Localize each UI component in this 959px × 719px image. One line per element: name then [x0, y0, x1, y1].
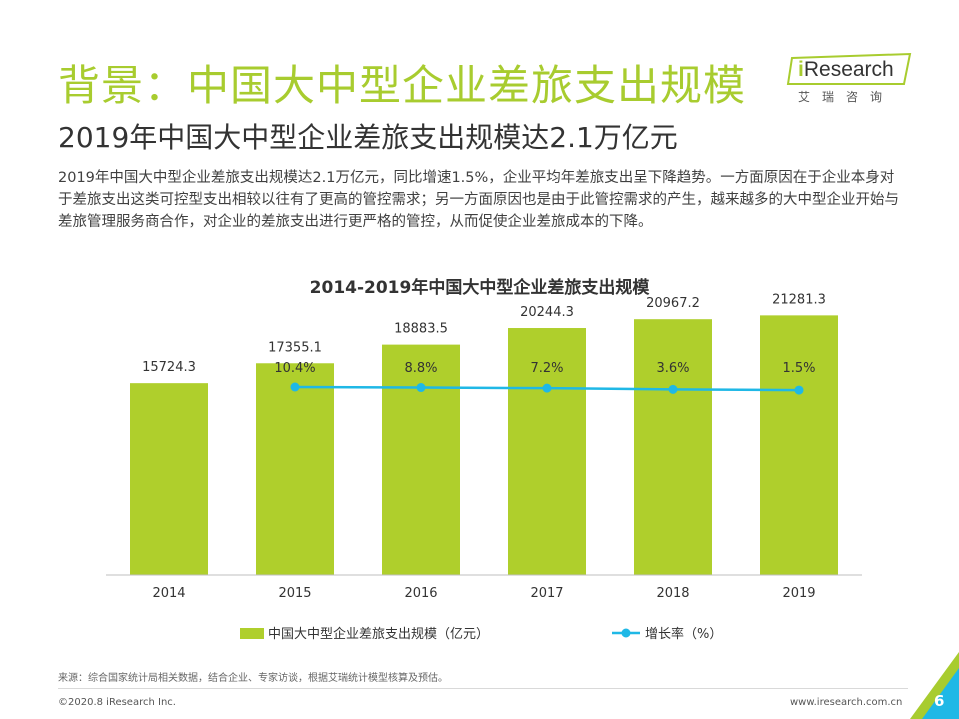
x-tick-label-2016: 2016: [404, 586, 437, 601]
description-text: 2019年中国大中型企业差旅支出规模达2.1万亿元，同比增速1.5%，企业平均年…: [58, 170, 899, 230]
growth-point-2019: [794, 385, 804, 395]
bar-2018: [634, 319, 712, 575]
legend-line-marker: [621, 628, 631, 638]
bar-2014: [130, 383, 208, 575]
bar-label-2018: 20967.2: [646, 296, 700, 311]
bar-2017: [508, 328, 586, 575]
x-tick-label-2014: 2014: [152, 586, 185, 601]
x-tick-label-2019: 2019: [782, 586, 815, 601]
legend-bar-label: 中国大中型企业差旅支出规模（亿元）: [268, 626, 489, 642]
bar-label-2014: 15724.3: [142, 360, 196, 375]
bar-label-2017: 20244.3: [520, 305, 574, 320]
website-url: www.iresearch.com.cn: [790, 697, 903, 708]
growth-label-2016: 8.8%: [404, 361, 437, 376]
bar-label-2015: 17355.1: [268, 340, 322, 355]
copyright: ©2020.8 iResearch Inc.: [58, 697, 176, 708]
bar-2016: [382, 344, 460, 575]
chart-title: 2014-2019年中国大中型企业差旅支出规模: [309, 278, 650, 298]
logo-name: Research: [803, 58, 894, 81]
logo-cn: 艾瑞咨询: [798, 90, 895, 104]
bar-2015: [256, 363, 334, 575]
footer-divider: [58, 688, 908, 689]
page-subtitle: 2019年中国大中型企业差旅支出规模达2.1万亿元: [58, 121, 678, 154]
growth-label-2017: 7.2%: [530, 361, 563, 376]
logo-frame-icon: [786, 52, 912, 85]
bar-label-2016: 18883.5: [394, 322, 448, 337]
growth-point-2015: [290, 382, 300, 392]
page-number: 6: [934, 692, 945, 710]
growth-label-2015: 10.4%: [274, 361, 315, 376]
x-tick-label-2015: 2015: [278, 586, 311, 601]
x-tick-label-2018: 2018: [656, 586, 689, 601]
growth-label-2018: 3.6%: [656, 361, 689, 376]
iresearch-logo: iResearch 艾瑞咨询: [786, 50, 916, 112]
growth-point-2017: [542, 383, 552, 393]
bar-2019: [760, 315, 838, 575]
growth-point-2016: [416, 383, 426, 393]
growth-label-2019: 1.5%: [782, 361, 815, 376]
logo-prefix: i: [798, 58, 804, 81]
growth-point-2018: [668, 384, 678, 394]
source-note: 来源：综合国家统计局相关数据，结合企业、专家访谈，根据艾瑞统计模型核算及预估。: [58, 673, 448, 684]
legend-bar-swatch: [240, 628, 264, 639]
page-title: 背景：中国大中型企业差旅支出规模: [58, 61, 747, 110]
x-tick-label-2017: 2017: [530, 586, 563, 601]
legend-line-label: 增长率（%）: [645, 626, 722, 642]
bar-label-2019: 21281.3: [772, 292, 826, 307]
logo-wordmark: iResearch: [798, 58, 894, 82]
